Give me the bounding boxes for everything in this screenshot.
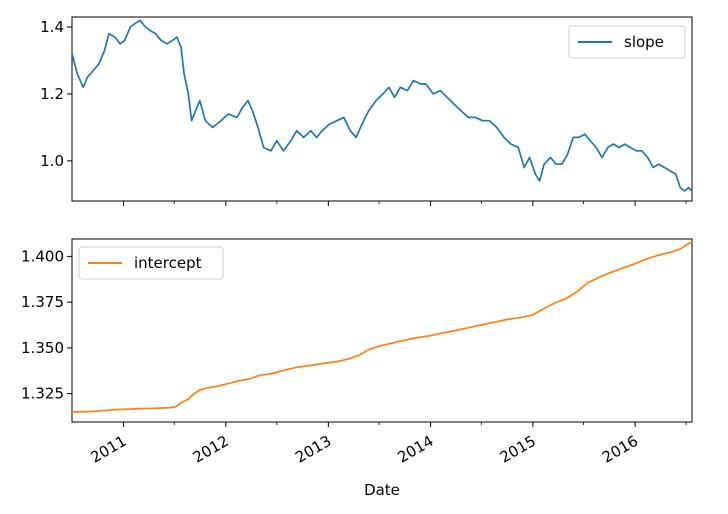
- intercept-series-line: [72, 240, 693, 413]
- x-tick-label: 2014: [395, 432, 437, 467]
- x-tick-label: 2013: [292, 432, 334, 467]
- slope-legend: slope: [568, 25, 686, 59]
- intercept-legend: intercept: [78, 246, 224, 280]
- intercept-legend-label: intercept: [134, 254, 202, 272]
- x-axis-label: Date: [364, 481, 400, 499]
- y-tick-label: 1.400: [21, 247, 64, 265]
- slope-legend-box: [568, 25, 686, 59]
- y-tick-label: 1.4: [40, 18, 64, 36]
- y-tick-label: 1.375: [21, 293, 64, 311]
- intercept-legend-box: [78, 246, 224, 280]
- slope-series-line: [71, 19, 693, 192]
- y-tick-label: 1.2: [40, 85, 64, 103]
- y-tick-label: 1.0: [40, 152, 64, 170]
- slope-legend-label: slope: [624, 33, 664, 51]
- y-tick-label: 1.325: [21, 385, 64, 403]
- x-tick-label: 2011: [87, 432, 129, 467]
- y-tick-label: 1.350: [21, 339, 64, 357]
- x-tick-label: 2015: [497, 432, 539, 467]
- slope-panel: 1.0 1.2 1.4 slope: [40, 16, 693, 206]
- intercept-panel: 1.325 1.350 1.375 1.400 2011 2012 2013 2014 201…: [21, 238, 693, 499]
- x-tick-label: 2012: [190, 432, 232, 467]
- x-tick-label: 2016: [599, 432, 641, 467]
